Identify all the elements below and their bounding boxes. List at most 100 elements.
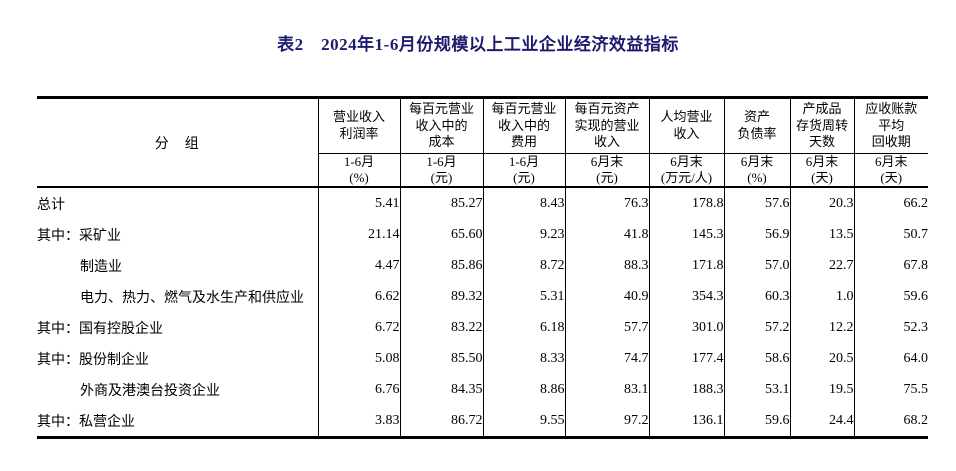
row-label: 其中：私营企业 (37, 414, 135, 430)
table-row-mining: 其中：采矿业 21.14 65.60 9.23 41.8 145.3 56.9 … (37, 219, 928, 250)
cell-value: 177.4 (648, 343, 724, 374)
unit-header: 1-6月 (元) (399, 153, 483, 188)
cell-value: 9.55 (482, 405, 565, 438)
economic-indicators-table: 分 组 营业收入 利润率 每百元营业 收入中的 成本 每百元营业 收入中的 费用… (37, 96, 928, 439)
header-row-names: 分 组 营业收入 利润率 每百元营业 收入中的 成本 每百元营业 收入中的 费用… (37, 97, 928, 188)
cell-value: 85.50 (399, 343, 483, 374)
cell-value: 20.3 (789, 187, 854, 219)
column-header-cost-per-100-yuan-revenue: 每百元营业 收入中的 成本 (399, 97, 483, 154)
cell-value: 76.3 (564, 187, 649, 219)
page-title: 表2 2024年1-6月份规模以上工业企业经济效益指标 (277, 35, 679, 54)
cell-value: 8.86 (482, 374, 565, 405)
cell-value: 56.9 (723, 219, 790, 250)
cell-value: 8.33 (482, 343, 565, 374)
cell-value: 6.18 (482, 312, 565, 343)
header-row-units: 1-6月 (%) 1-6月 (元) 1-6月 (元) 6月末 (元) 6月末 (… (37, 153, 928, 188)
row-label: 电力、热力、燃气及水生产和供应业 (80, 290, 304, 306)
cell-value: 5.08 (317, 343, 400, 374)
column-header-revenue-per-100-yuan-assets: 每百元资产 实现的营业 收入 (564, 97, 649, 154)
cell-value: 188.3 (648, 374, 724, 405)
column-header-expense-per-100-yuan-revenue: 每百元营业 收入中的 费用 (482, 97, 565, 154)
cell-value: 6.62 (317, 281, 400, 312)
cell-value: 6.72 (317, 312, 400, 343)
cell-value: 60.3 (723, 281, 790, 312)
cell-value: 58.6 (723, 343, 790, 374)
unit-header: 6月末 (%) (723, 153, 790, 188)
column-header-operating-profit-margin: 营业收入 利润率 (317, 97, 400, 154)
cell-value: 53.1 (723, 374, 790, 405)
unit-header: 1-6月 (%) (317, 153, 400, 188)
unit-header: 6月末 (万元/人) (648, 153, 724, 188)
cell-value: 75.5 (853, 374, 928, 405)
cell-value: 5.41 (317, 187, 400, 219)
unit-header: 6月末 (天) (853, 153, 928, 188)
cell-value: 97.2 (564, 405, 649, 438)
cell-value: 178.8 (648, 187, 724, 219)
table-row-private: 其中：私营企业 3.83 86.72 9.55 97.2 136.1 59.6 … (37, 405, 928, 438)
cell-value: 22.7 (789, 250, 854, 281)
cell-value: 21.14 (317, 219, 400, 250)
cell-value: 66.2 (853, 187, 928, 219)
unit-header: 1-6月 (元) (482, 153, 565, 188)
cell-value: 74.7 (564, 343, 649, 374)
row-label: 其中：国有控股企业 (37, 321, 163, 337)
cell-value: 57.7 (564, 312, 649, 343)
cell-value: 57.2 (723, 312, 790, 343)
table-row-shareholding: 其中：股份制企业 5.08 85.50 8.33 74.7 177.4 58.6… (37, 343, 928, 374)
unit-header: 6月末 (天) (789, 153, 854, 188)
cell-value: 13.5 (789, 219, 854, 250)
cell-value: 68.2 (853, 405, 928, 438)
cell-value: 24.4 (789, 405, 854, 438)
cell-value: 41.8 (564, 219, 649, 250)
cell-value: 145.3 (648, 219, 724, 250)
cell-value: 86.72 (399, 405, 483, 438)
cell-value: 354.3 (648, 281, 724, 312)
cell-value: 85.27 (399, 187, 483, 219)
row-label: 其中：股份制企业 (37, 352, 149, 368)
cell-value: 20.5 (789, 343, 854, 374)
cell-value: 83.22 (399, 312, 483, 343)
cell-value: 12.2 (789, 312, 854, 343)
row-label: 总计 (37, 197, 65, 213)
cell-value: 171.8 (648, 250, 724, 281)
cell-value: 57.0 (723, 250, 790, 281)
row-label: 制造业 (80, 259, 122, 275)
cell-value: 52.3 (853, 312, 928, 343)
cell-value: 8.72 (482, 250, 565, 281)
cell-value: 8.43 (482, 187, 565, 219)
cell-value: 1.0 (789, 281, 854, 312)
cell-value: 88.3 (564, 250, 649, 281)
column-header-asset-liability-ratio: 资产 负债率 (723, 97, 790, 154)
group-header-cell: 分 组 (37, 97, 318, 188)
row-label: 其中：采矿业 (37, 228, 121, 244)
cell-value: 50.7 (853, 219, 928, 250)
cell-value: 136.1 (648, 405, 724, 438)
unit-header: 6月末 (元) (564, 153, 649, 188)
table-row-utilities: 电力、热力、燃气及水生产和供应业 6.62 89.32 5.31 40.9 35… (37, 281, 928, 312)
cell-value: 85.86 (399, 250, 483, 281)
cell-value: 4.47 (317, 250, 400, 281)
column-header-per-capita-revenue: 人均营业 收入 (648, 97, 724, 154)
cell-value: 83.1 (564, 374, 649, 405)
column-header-finished-goods-turnover-days: 产成品 存货周转 天数 (789, 97, 854, 154)
cell-value: 40.9 (564, 281, 649, 312)
cell-value: 64.0 (853, 343, 928, 374)
cell-value: 59.6 (853, 281, 928, 312)
cell-value: 89.32 (399, 281, 483, 312)
cell-value: 59.6 (723, 405, 790, 438)
cell-value: 301.0 (648, 312, 724, 343)
cell-value: 19.5 (789, 374, 854, 405)
cell-value: 9.23 (482, 219, 565, 250)
table-row-foreign-invested: 外商及港澳台投资企业 6.76 84.35 8.86 83.1 188.3 53… (37, 374, 928, 405)
cell-value: 84.35 (399, 374, 483, 405)
cell-value: 67.8 (853, 250, 928, 281)
cell-value: 65.60 (399, 219, 483, 250)
cell-value: 5.31 (482, 281, 565, 312)
row-label: 外商及港澳台投资企业 (80, 383, 220, 399)
cell-value: 3.83 (317, 405, 400, 438)
table-row-manufacturing: 制造业 4.47 85.86 8.72 88.3 171.8 57.0 22.7… (37, 250, 928, 281)
cell-value: 6.76 (317, 374, 400, 405)
table-row-state-holding: 其中：国有控股企业 6.72 83.22 6.18 57.7 301.0 57.… (37, 312, 928, 343)
column-header-receivables-collection-period: 应收账款 平均 回收期 (853, 97, 928, 154)
